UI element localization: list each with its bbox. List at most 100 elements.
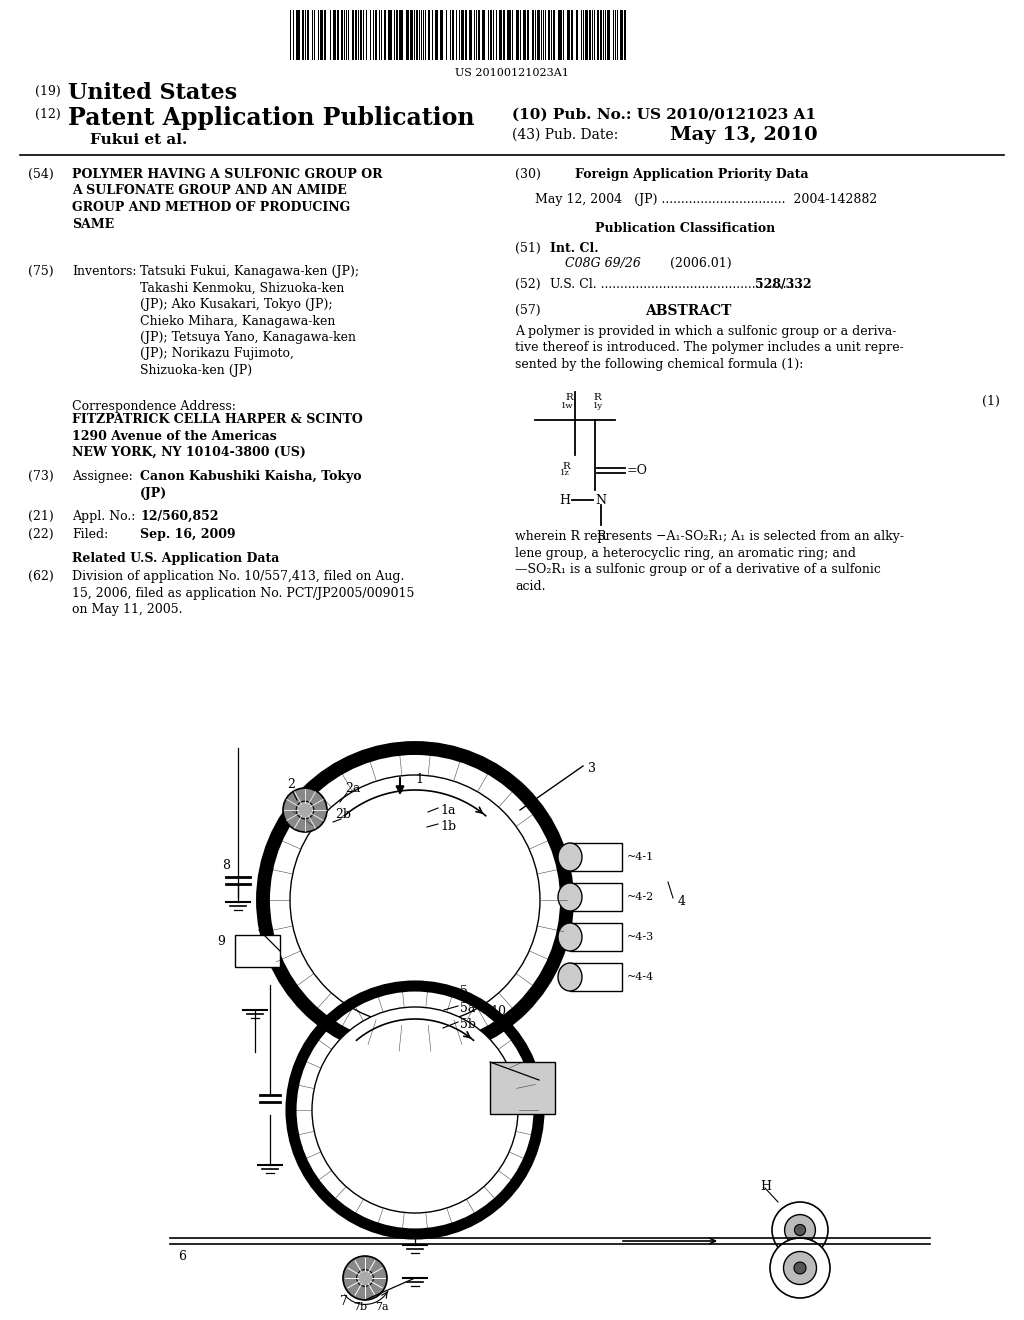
Text: (75): (75) bbox=[28, 265, 53, 279]
Text: (19): (19) bbox=[35, 84, 60, 98]
Circle shape bbox=[770, 1238, 830, 1298]
Text: ~4-4: ~4-4 bbox=[627, 972, 654, 982]
Bar bbox=[447, 11, 450, 59]
Bar bbox=[294, 11, 296, 59]
Bar bbox=[300, 11, 302, 59]
Bar bbox=[532, 11, 534, 59]
Bar bbox=[570, 923, 622, 950]
Bar bbox=[600, 11, 602, 59]
Text: (2006.01): (2006.01) bbox=[670, 257, 731, 271]
Bar bbox=[553, 11, 555, 59]
Bar bbox=[438, 11, 440, 59]
Bar bbox=[352, 11, 354, 59]
Circle shape bbox=[283, 788, 327, 832]
Bar bbox=[291, 11, 293, 59]
Bar bbox=[478, 11, 480, 59]
Text: Publication Classification: Publication Classification bbox=[595, 222, 775, 235]
Text: 9: 9 bbox=[217, 935, 225, 948]
Bar bbox=[490, 1063, 555, 1114]
Bar bbox=[494, 11, 496, 59]
Bar bbox=[571, 11, 573, 59]
Text: Fukui et al.: Fukui et al. bbox=[90, 133, 187, 147]
Text: Inventors:: Inventors: bbox=[72, 265, 136, 279]
Text: 1b: 1b bbox=[440, 820, 456, 833]
Bar bbox=[490, 11, 492, 59]
Text: A polymer is provided in which a sulfonic group or a deriva-
tive thereof is int: A polymer is provided in which a sulfoni… bbox=[515, 325, 904, 371]
Text: (22): (22) bbox=[28, 528, 53, 541]
Text: Foreign Application Priority Data: Foreign Application Priority Data bbox=[575, 168, 809, 181]
Bar bbox=[416, 11, 418, 59]
Bar bbox=[360, 11, 362, 59]
Bar bbox=[618, 11, 620, 59]
Circle shape bbox=[784, 1214, 815, 1245]
Text: (73): (73) bbox=[28, 470, 53, 483]
Bar bbox=[296, 11, 300, 59]
Bar bbox=[548, 11, 550, 59]
Bar bbox=[607, 11, 610, 59]
Bar bbox=[597, 11, 599, 59]
Bar bbox=[428, 11, 430, 59]
Bar bbox=[521, 11, 523, 59]
Bar bbox=[558, 11, 562, 59]
Bar bbox=[454, 11, 456, 59]
Bar bbox=[469, 11, 472, 59]
Circle shape bbox=[356, 1270, 374, 1287]
Ellipse shape bbox=[558, 923, 582, 950]
Bar bbox=[620, 11, 623, 59]
Text: (12): (12) bbox=[35, 108, 60, 121]
Bar bbox=[319, 11, 323, 59]
Bar bbox=[537, 11, 540, 59]
Text: Patent Application Publication: Patent Application Publication bbox=[68, 106, 474, 129]
Circle shape bbox=[290, 775, 540, 1026]
Text: Canon Kabushiki Kaisha, Tokyo
(JP): Canon Kabushiki Kaisha, Tokyo (JP) bbox=[140, 470, 361, 499]
Bar bbox=[399, 11, 403, 59]
Text: 5a: 5a bbox=[460, 1002, 475, 1015]
Bar bbox=[499, 11, 502, 59]
Text: May 13, 2010: May 13, 2010 bbox=[670, 125, 817, 144]
Text: Filed:: Filed: bbox=[72, 528, 109, 541]
Bar bbox=[443, 11, 446, 59]
Bar bbox=[426, 11, 428, 59]
Bar bbox=[485, 11, 488, 59]
Bar bbox=[371, 11, 373, 59]
Text: =O: =O bbox=[627, 463, 648, 477]
Text: 7: 7 bbox=[340, 1295, 348, 1308]
Bar bbox=[452, 11, 454, 59]
Bar bbox=[505, 11, 507, 59]
Bar bbox=[341, 11, 343, 59]
Bar bbox=[570, 883, 622, 911]
Bar bbox=[364, 11, 366, 59]
Bar bbox=[388, 11, 392, 59]
Text: 1a: 1a bbox=[440, 804, 456, 817]
Bar bbox=[575, 11, 578, 59]
Ellipse shape bbox=[558, 843, 582, 871]
Text: ABSTRACT: ABSTRACT bbox=[645, 304, 731, 318]
Bar bbox=[377, 11, 379, 59]
Bar bbox=[570, 964, 622, 991]
Text: United States: United States bbox=[68, 82, 238, 104]
Bar bbox=[430, 11, 432, 59]
Text: 10: 10 bbox=[490, 1005, 506, 1018]
Text: 528/332: 528/332 bbox=[755, 279, 812, 290]
Text: R: R bbox=[596, 531, 606, 543]
Text: Int. Cl.: Int. Cl. bbox=[550, 242, 599, 255]
Bar bbox=[570, 843, 622, 871]
Bar bbox=[333, 11, 336, 59]
Bar bbox=[309, 11, 312, 59]
Bar bbox=[567, 11, 570, 59]
Text: (43) Pub. Date:: (43) Pub. Date: bbox=[512, 128, 618, 143]
Circle shape bbox=[772, 1203, 828, 1258]
Circle shape bbox=[343, 1257, 387, 1300]
Bar bbox=[546, 11, 548, 59]
Bar bbox=[349, 11, 352, 59]
Bar bbox=[435, 11, 438, 59]
Text: 4: 4 bbox=[678, 895, 686, 908]
Text: (62): (62) bbox=[28, 570, 53, 583]
Bar bbox=[461, 11, 464, 59]
Bar bbox=[355, 11, 357, 59]
Bar bbox=[529, 11, 532, 59]
Text: C08G 69/26: C08G 69/26 bbox=[565, 257, 641, 271]
Text: (51): (51) bbox=[515, 242, 541, 255]
Bar bbox=[234, 935, 280, 968]
Text: Tatsuki Fukui, Kanagawa-ken (JP);
Takashi Kenmoku, Shizuoka-ken
(JP); Ako Kusaka: Tatsuki Fukui, Kanagawa-ken (JP); Takash… bbox=[140, 265, 359, 378]
